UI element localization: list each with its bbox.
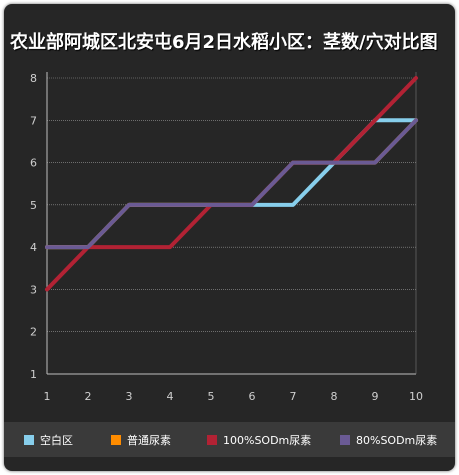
y-tick-label-6: 6 (30, 157, 37, 170)
legend-item-1[interactable]: 空白区 (24, 422, 73, 457)
x-tick-label-6: 6 (249, 390, 256, 403)
legend-swatch (207, 434, 217, 445)
legend-item-2[interactable]: 普通尿素 (111, 422, 171, 457)
x-tick-label-4: 4 (167, 390, 174, 403)
plot-area: 1 2 3 4 5 6 7 8 1 2 3 4 5 6 7 8 9 10 (30, 72, 423, 403)
y-tick-label-1: 1 (30, 368, 37, 381)
y-tick-label-4: 4 (30, 241, 37, 254)
series-line-3 (45, 76, 418, 292)
y-tick-label-8: 8 (30, 72, 37, 85)
x-tick-label-3: 3 (126, 390, 133, 403)
series-line-2 (45, 118, 418, 250)
legend: 空白区 普通尿素 100%SODm尿素 80%SODm尿素 (4, 422, 455, 457)
x-tick-label-1: 1 (44, 390, 51, 403)
legend-label: 100%SODm尿素 (223, 433, 312, 447)
x-tick-label-5: 5 (208, 390, 215, 403)
legend-label: 空白区 (40, 433, 73, 447)
legend-swatch (111, 434, 121, 445)
y-tick-label-3: 3 (30, 283, 37, 296)
y-tick-label-7: 7 (30, 114, 37, 127)
chart-frame: 农业部阿城区北安屯6月2日水稻小区：茎数/穴对比图 1 2 3 4 5 6 7 8 1 2 3 4 5 6… (4, 4, 455, 471)
y-tick-label-5: 5 (30, 199, 37, 212)
x-tick-label-9: 9 (372, 390, 379, 403)
legend-label: 普通尿素 (127, 433, 171, 447)
legend-label: 80%SODm尿素 (356, 433, 438, 447)
x-tick-label-10: 10 (409, 390, 423, 403)
legend-item-3[interactable]: 100%SODm尿素 (207, 422, 311, 457)
chart-title: 农业部阿城区北安屯6月2日水稻小区：茎数/穴对比图 (10, 32, 438, 53)
series-line-4 (45, 118, 418, 250)
x-tick-label-8: 8 (331, 390, 338, 403)
series-line-1 (45, 118, 418, 250)
legend-swatch (24, 434, 34, 445)
legend-item-4[interactable]: 80%SODm尿素 (340, 422, 437, 457)
x-tick-label-7: 7 (290, 390, 297, 403)
y-tick-label-2: 2 (30, 326, 37, 339)
legend-swatch (340, 434, 350, 445)
x-tick-label-2: 2 (85, 390, 92, 403)
